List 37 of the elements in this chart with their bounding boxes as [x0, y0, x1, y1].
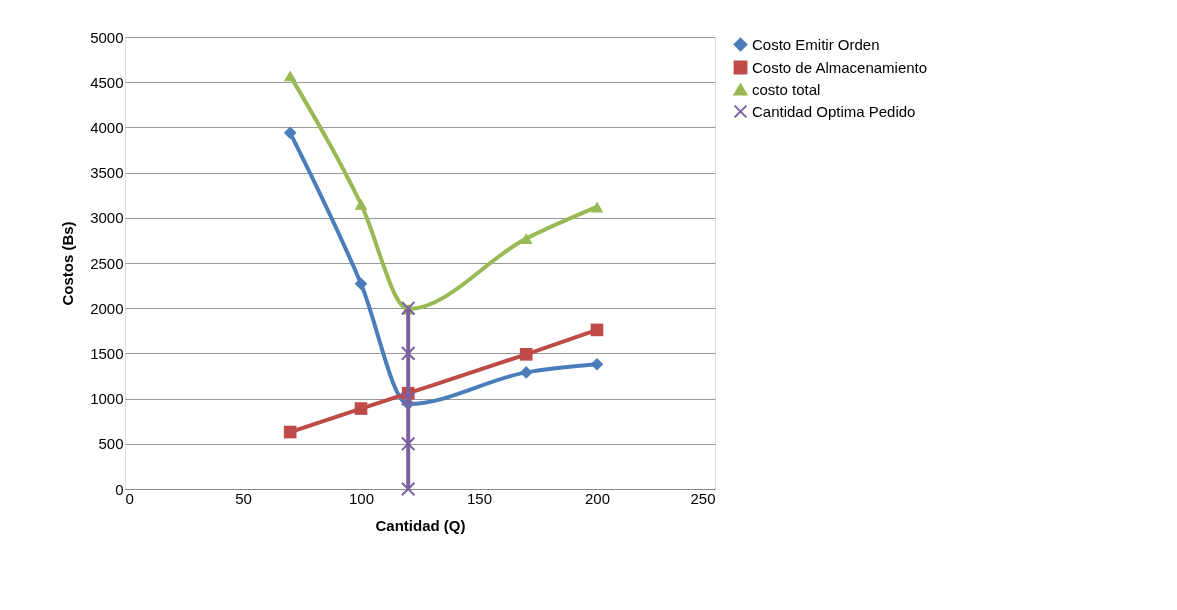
point: [590, 323, 604, 337]
y-tick-label: 3000: [90, 209, 124, 227]
legend-label: costo total: [752, 80, 821, 98]
point: [283, 425, 297, 439]
legend-label: Cantidad Optima Pedido: [752, 102, 916, 120]
x-tick-label: 50: [235, 489, 252, 507]
point: [590, 357, 604, 371]
point: [590, 201, 604, 213]
y-tick-label: 5000: [90, 28, 124, 46]
point: [519, 233, 533, 245]
y-axis-title: Costos (Bs): [59, 221, 77, 306]
legend-label: Costo de Almacenamiento: [752, 58, 928, 76]
y-tick-label: 1500: [90, 344, 124, 362]
point: [400, 436, 416, 452]
y-tick-label: 3500: [90, 164, 124, 182]
y-tick-label: 1000: [90, 390, 124, 408]
point: [354, 277, 368, 291]
legend-label: Costo Emitir Orden: [752, 35, 880, 53]
point: [283, 126, 297, 140]
y-tick-label: 2500: [90, 254, 124, 272]
x-tick-label: 250: [690, 489, 716, 507]
y-tick-label: 500: [98, 435, 124, 453]
y-tick-label: 2000: [90, 299, 124, 317]
point: [400, 391, 416, 406]
point: [283, 70, 297, 82]
point: [354, 402, 368, 415]
point: [519, 347, 533, 361]
x-tick-label: 100: [348, 489, 375, 507]
x-tick-label: 200: [584, 489, 611, 507]
point: [400, 346, 416, 361]
x-axis-title: Cantidad (Q): [375, 516, 466, 534]
y-tick-label: 4500: [90, 73, 124, 91]
y-tick-label: 4000: [90, 118, 124, 136]
point: [519, 366, 533, 379]
x-tick-label: 150: [466, 489, 493, 507]
point: [400, 481, 416, 497]
point: [354, 198, 368, 210]
